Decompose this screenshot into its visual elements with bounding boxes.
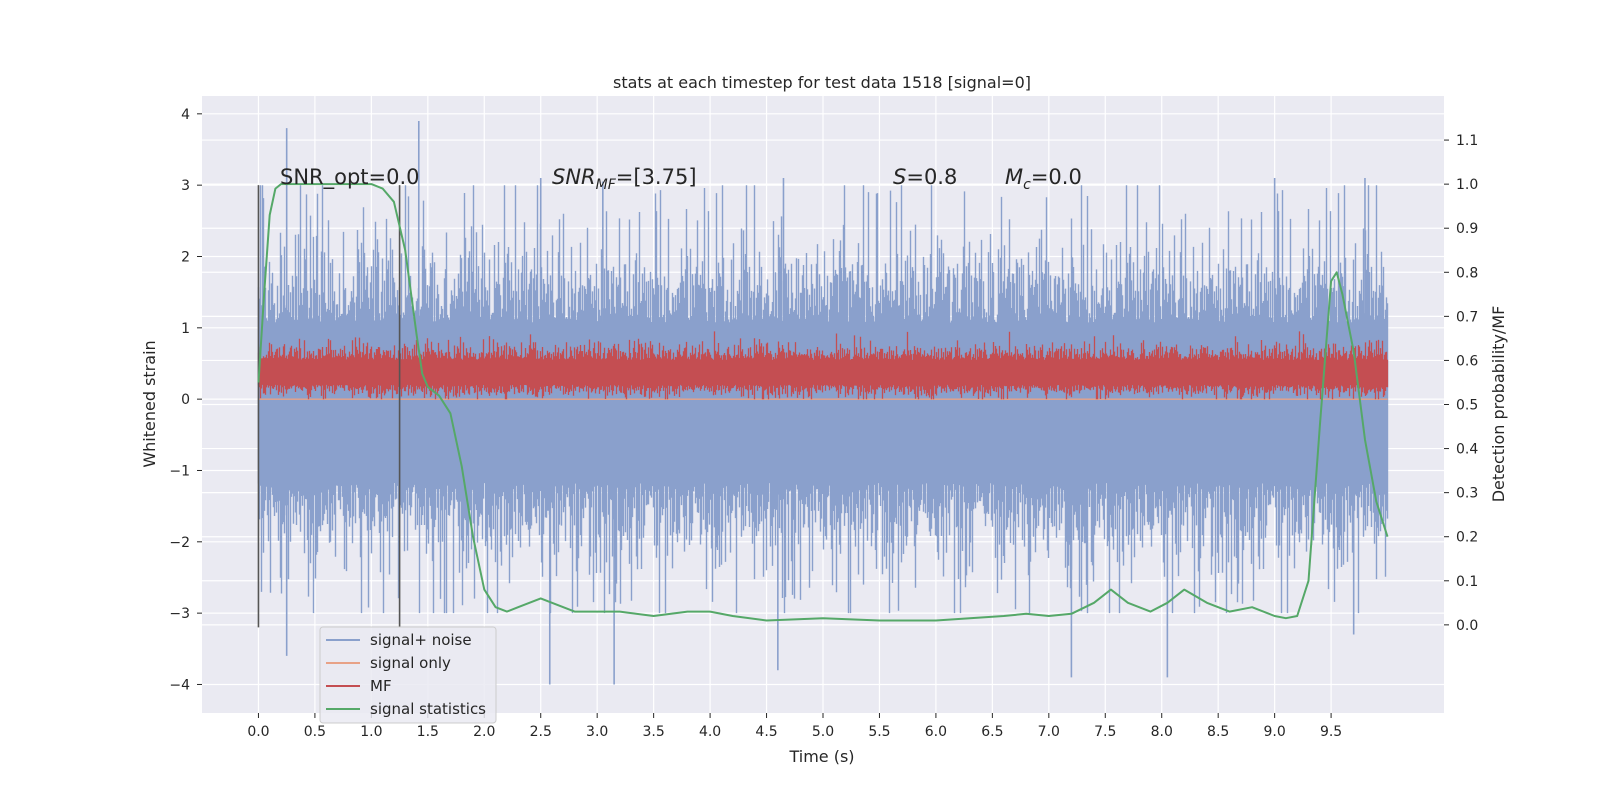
- signal-statistics-line: [257, 183, 1389, 622]
- y-tick-label: 4: [181, 107, 190, 123]
- y-right-tick-label: 0.9: [1456, 221, 1478, 237]
- annotation-snr-mf-value: =[3.75]: [616, 165, 697, 189]
- annotation-mc-sub: c: [1023, 177, 1031, 193]
- y-tick-label: −2: [169, 535, 190, 551]
- x-tick-label: 9.0: [1264, 724, 1286, 740]
- annotation-s-label: S: [893, 165, 906, 189]
- chart-title: stats at each timestep for test data 151…: [613, 73, 1031, 92]
- vertical-markers: [257, 185, 401, 628]
- annotation-snr-opt: SNR_opt=0.0: [280, 165, 420, 190]
- y-right-tick-label: 0.8: [1456, 265, 1478, 281]
- x-tick-label: 3.0: [586, 724, 608, 740]
- x-tick-label: 8.5: [1207, 724, 1229, 740]
- y-right-tick-label: 0.7: [1456, 309, 1478, 325]
- x-tick-label: 9.5: [1320, 724, 1342, 740]
- x-tick-label: 6.5: [981, 724, 1003, 740]
- legend-box: [319, 626, 497, 724]
- y-right-tick-label: 0.6: [1456, 353, 1478, 369]
- x-tick-label: 5.5: [868, 724, 890, 740]
- series-signal-statistics: [257, 183, 1389, 622]
- y-right-tick-label: 0.2: [1456, 530, 1478, 546]
- x-tick-label: 4.0: [699, 724, 721, 740]
- annotation-mc-value: =0.0: [1031, 165, 1082, 189]
- x-tick-label: 3.5: [643, 724, 665, 740]
- annotation-snr-mf: SNRMF=[3.75]: [552, 165, 697, 193]
- y-tick-label: 3: [181, 178, 190, 194]
- x-tick-label: 7.5: [1094, 724, 1116, 740]
- y-tick-label: −1: [169, 463, 190, 479]
- legend-label-signal-noise: signal+ noise: [370, 631, 472, 649]
- legend-label-signal-statistics: signal statistics: [370, 700, 486, 718]
- x-tick-label: 8.0: [1151, 724, 1173, 740]
- annotation-mc-label: M: [1005, 165, 1023, 189]
- x-tick-label: 1.0: [360, 724, 382, 740]
- x-tick-label: 0.5: [304, 724, 326, 740]
- x-tick-label: 1.5: [417, 724, 439, 740]
- x-axis-ticks: 0.0 0.5 1.0 1.5 2.0 2.5 3.0 3.5 4.0 4.5 5.0 5.5 6.0 6…: [247, 713, 1342, 740]
- y-right-tick-label: 1.1: [1456, 133, 1478, 149]
- legend: signal+ noise signal only MF signal stat…: [319, 626, 497, 724]
- x-tick-label: 4.5: [755, 724, 777, 740]
- x-tick-label: 5.0: [812, 724, 834, 740]
- x-axis-label: Time (s): [788, 747, 854, 766]
- annotation-snr-mf-main: SNR: [552, 165, 596, 189]
- legend-label-signal-only: signal only: [370, 654, 451, 672]
- annotation-mc: Mc=0.0: [1005, 165, 1082, 193]
- x-tick-label: 7.0: [1038, 724, 1060, 740]
- annotation-snr-mf-sub: MF: [596, 177, 617, 193]
- x-tick-label: 2.0: [473, 724, 495, 740]
- y-right-tick-label: 1.0: [1456, 177, 1478, 193]
- y-tick-label: 0: [181, 392, 190, 408]
- y-right-axis-label: Detection probability/MF: [1489, 306, 1508, 503]
- legend-label-mf: MF: [370, 677, 392, 695]
- y-axis-ticks: 4 3 2 1 0 −1 −2 −3 −4: [169, 107, 202, 693]
- y-right-tick-label: 0.0: [1456, 618, 1478, 634]
- annotation-s: S=0.8: [893, 165, 957, 189]
- y-right-tick-label: 0.1: [1456, 574, 1478, 590]
- x-tick-label: 6.0: [925, 724, 947, 740]
- y-right-tick-label: 0.4: [1456, 442, 1478, 458]
- y-right-tick-label: 0.3: [1456, 486, 1478, 502]
- y-tick-label: −3: [169, 606, 190, 622]
- y-right-axis-ticks: 1.1 1.0 0.9 0.8 0.7 0.6 0.5 0.4 0.3 0.2 0.1 0.0: [1444, 133, 1478, 634]
- y-axis-label: Whitened strain: [140, 340, 159, 467]
- x-tick-label: 0.0: [247, 724, 269, 740]
- annotation-s-value: =0.8: [906, 165, 957, 189]
- y-tick-label: 1: [181, 321, 190, 337]
- y-right-tick-label: 0.5: [1456, 398, 1478, 414]
- y-tick-label: 2: [181, 249, 190, 265]
- x-tick-label: 2.5: [530, 724, 552, 740]
- y-tick-label: −4: [169, 677, 190, 693]
